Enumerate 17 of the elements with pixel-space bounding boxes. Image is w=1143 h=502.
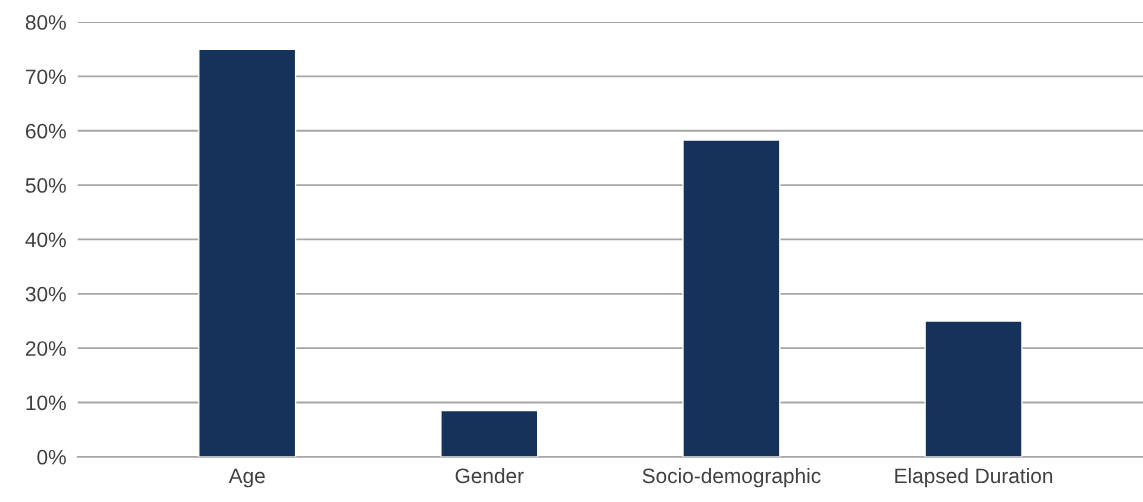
y-tick-label: 30%: [25, 286, 66, 302]
bar: [440, 409, 539, 457]
y-tick-label: 10%: [26, 395, 66, 411]
x-tick-label: Elapsed Duration: [895, 467, 1053, 488]
x-tick-label: Age: [228, 468, 265, 488]
x-tick-label: Gender: [455, 467, 524, 484]
bar: [682, 139, 781, 457]
y-tick-label: 60%: [25, 123, 66, 139]
bar: [924, 320, 1023, 457]
x-tick-label: Socio-demographic: [642, 467, 821, 488]
bar: [198, 48, 297, 457]
y-tick-label: 70%: [25, 69, 66, 85]
y-tick-label: 80%: [25, 15, 66, 30]
y-tick-label: 50%: [25, 178, 66, 193]
y-tick-label: 0%: [37, 449, 66, 465]
y-tick-label: 40%: [25, 232, 66, 248]
y-tick-label: 20%: [25, 341, 66, 356]
